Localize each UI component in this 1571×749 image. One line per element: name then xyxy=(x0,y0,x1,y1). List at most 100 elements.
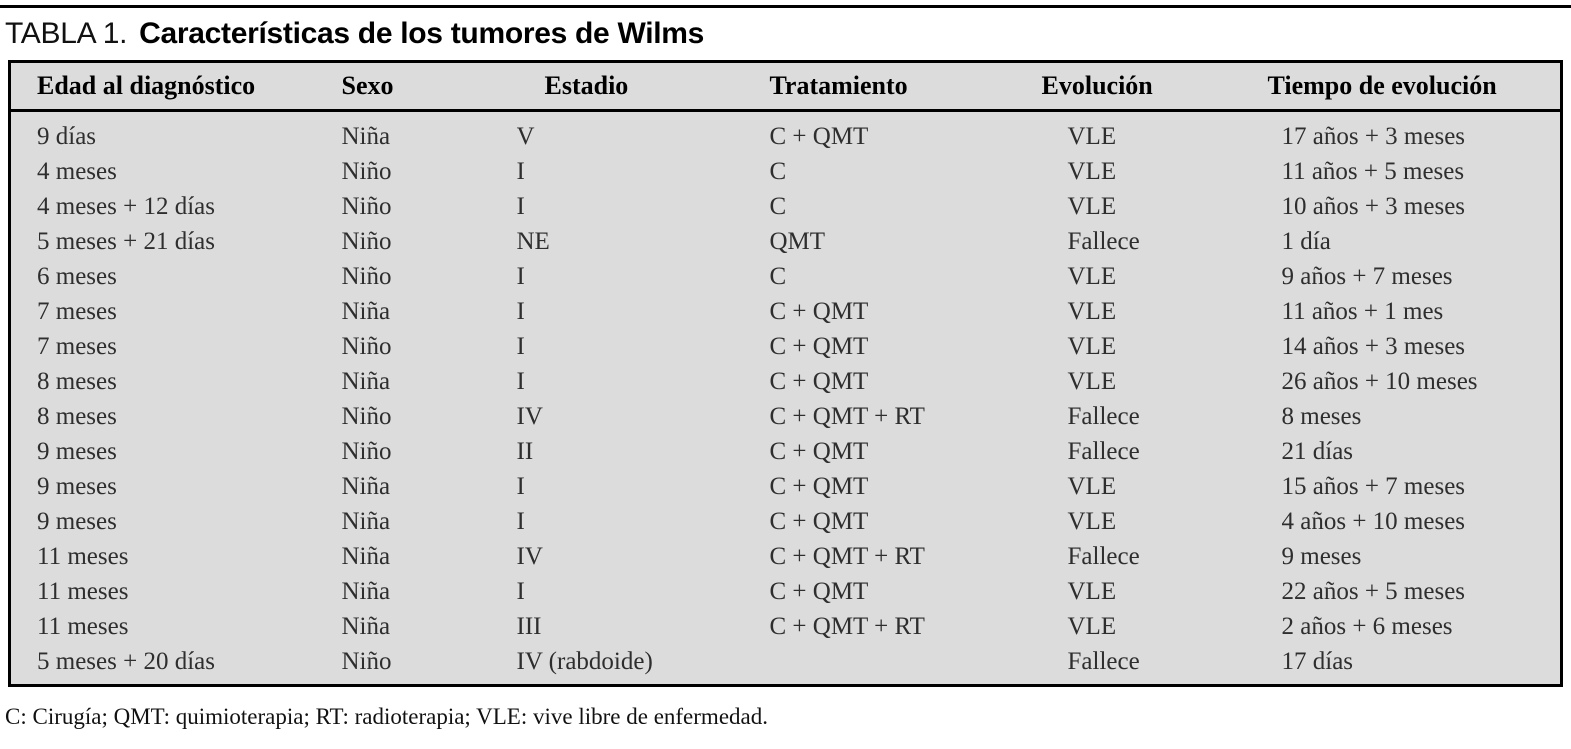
wilms-table-container: Edad al diagnóstico Sexo Estadio Tratami… xyxy=(8,60,1563,687)
table-row: 9 meses Niña I C + QMT VLE 15 años + 7 meses xyxy=(10,469,1562,504)
table-cell: 22 años + 5 meses xyxy=(1281,577,1466,605)
table-cell: VLE xyxy=(1067,262,1117,290)
table-cell: 26 años + 10 meses xyxy=(1281,367,1478,395)
table-cell: VLE xyxy=(1067,192,1117,220)
table-row: 5 meses + 20 días Niño IV (rabdoide) Fallec… xyxy=(10,644,1562,686)
table-cell: 11 meses xyxy=(37,542,129,570)
table-cell: I xyxy=(516,157,525,185)
table-cell: 9 meses xyxy=(37,507,117,535)
table-cell: Niño xyxy=(341,262,392,290)
table-cell: Niña xyxy=(341,542,391,570)
table-cell: Fallece xyxy=(1067,542,1140,570)
table-cell: Niño xyxy=(341,227,392,255)
table-cell: C xyxy=(769,157,787,185)
table-row: 6 meses Niño I C VLE 9 años + 7 meses xyxy=(10,259,1562,294)
top-rule xyxy=(0,5,1571,8)
table-cell: Fallece xyxy=(1067,402,1140,430)
table-cell: C + QMT + RT xyxy=(769,402,925,430)
table-cell: Niño xyxy=(341,647,392,675)
table-cell: 11 años + 1 mes xyxy=(1281,297,1444,325)
table-cell: III xyxy=(516,612,542,640)
table-cell: Niña xyxy=(341,367,391,395)
column-header-tiempo: Tiempo de evolución xyxy=(1267,61,1562,112)
table-row: 4 meses + 12 días Niño I C VLE 10 años + 3 me… xyxy=(10,189,1562,224)
table-cell: Niño xyxy=(341,332,392,360)
column-header-estadio: Estadio xyxy=(516,61,770,112)
table-row: 11 meses Niña III C + QMT + RT VLE 2 años + 6… xyxy=(10,609,1562,644)
table-cell: C + QMT xyxy=(769,332,869,360)
table-cell: I xyxy=(516,367,525,395)
table-cell xyxy=(770,644,1042,686)
table-cell: 11 meses xyxy=(37,612,129,640)
table-cell: 17 días xyxy=(1281,647,1354,675)
table-cell: 8 meses xyxy=(1281,402,1362,430)
table-cell: 9 años + 7 meses xyxy=(1281,262,1453,290)
header-row: Edad al diagnóstico Sexo Estadio Tratami… xyxy=(9,61,1562,112)
table-cell: IV (rabdoide) xyxy=(516,647,653,675)
table-cell: 14 años + 3 meses xyxy=(1281,332,1466,360)
table-cell: C + QMT + RT xyxy=(769,612,925,640)
table-cell: C + QMT xyxy=(769,367,869,395)
table-cell: I xyxy=(516,192,525,220)
table-cell: C + QMT xyxy=(769,297,869,325)
table-body: 9 días Niña V C + QMT VLE 17 años + 3 meses 4 … xyxy=(10,111,1562,686)
table-row: 9 meses Niña I C + QMT VLE 4 años + 10 meses xyxy=(10,504,1562,539)
table-cell: VLE xyxy=(1067,332,1117,360)
table-cell: I xyxy=(516,507,525,535)
table-cell: Niño xyxy=(341,402,392,430)
table-cell: 21 días xyxy=(1281,437,1354,465)
table-cell: 4 años + 10 meses xyxy=(1281,507,1466,535)
table-row: 8 meses Niña I C + QMT VLE 26 años + 10 meses xyxy=(10,364,1562,399)
table-cell: C + QMT xyxy=(769,507,869,535)
table-row: 11 meses Niña I C + QMT VLE 22 años + 5 meses xyxy=(10,574,1562,609)
table-row: 4 meses Niño I C VLE 11 años + 5 meses xyxy=(10,154,1562,189)
wilms-table: Edad al diagnóstico Sexo Estadio Tratami… xyxy=(8,60,1563,687)
table-cell: 5 meses + 20 días xyxy=(37,647,215,675)
table-title-main: Características de los tumores de Wilms xyxy=(139,17,705,50)
table-cell: C + QMT xyxy=(769,122,869,150)
table-cell: VLE xyxy=(1067,122,1117,150)
table-cell: 5 meses + 21 días xyxy=(37,227,215,255)
table-cell: 4 meses + 12 días xyxy=(37,192,215,220)
table-cell: C xyxy=(769,262,787,290)
column-header-evolucion: Evolución xyxy=(1041,61,1268,112)
table-row: 9 días Niña V C + QMT VLE 17 años + 3 meses xyxy=(10,111,1562,155)
table-cell: Niña xyxy=(341,612,391,640)
table-cell: 9 meses xyxy=(37,472,117,500)
table-cell: 9 días xyxy=(37,122,97,150)
table-cell: 11 meses xyxy=(37,577,129,605)
table-cell: Niña xyxy=(341,122,391,150)
table-cell: C + QMT xyxy=(769,437,869,465)
table-row: 11 meses Niña IV C + QMT + RT Fallece 9 meses xyxy=(10,539,1562,574)
table-cell: QMT xyxy=(769,227,826,255)
table-cell: I xyxy=(516,332,525,360)
table-cell: 6 meses xyxy=(37,262,117,290)
table-cell: 11 años + 5 meses xyxy=(1281,157,1465,185)
table-cell: Niño xyxy=(341,192,392,220)
table-cell: 1 día xyxy=(1281,227,1331,255)
table-cell: VLE xyxy=(1067,507,1117,535)
table-cell: C + QMT xyxy=(769,577,869,605)
table-cell: 7 meses xyxy=(37,332,117,360)
column-header-tratamiento: Tratamiento xyxy=(769,61,1042,112)
table-cell: 15 años + 7 meses xyxy=(1281,472,1466,500)
table-cell: Fallece xyxy=(1067,647,1140,675)
table-cell: Fallece xyxy=(1067,227,1140,255)
table-cell: C xyxy=(769,192,787,220)
table-row: 5 meses + 21 días Niño NE QMT Fallece 1 día xyxy=(10,224,1562,259)
table-cell: I xyxy=(516,262,525,290)
table-cell: I xyxy=(516,472,525,500)
table-row: 9 meses Niño II C + QMT Fallece 21 días xyxy=(10,434,1562,469)
table-cell: 9 meses xyxy=(1281,542,1362,570)
table-cell: 8 meses xyxy=(37,402,117,430)
table-cell: VLE xyxy=(1067,297,1117,325)
table-cell: Fallece xyxy=(1067,437,1140,465)
table-cell: 8 meses xyxy=(37,367,117,395)
table-cell: VLE xyxy=(1067,577,1117,605)
table-cell: IV xyxy=(516,402,543,430)
table-cell: Niña xyxy=(341,472,391,500)
footnote: C: Cirugía; QMT: quimioterapia; RT: radi… xyxy=(5,704,768,729)
table-cell: 4 meses xyxy=(37,157,117,185)
table-cell: Niña xyxy=(341,297,391,325)
table-cell: I xyxy=(516,297,525,325)
